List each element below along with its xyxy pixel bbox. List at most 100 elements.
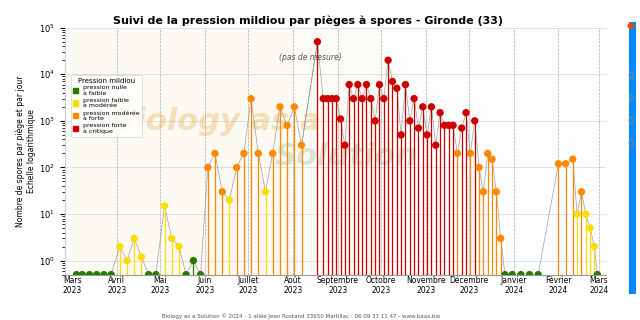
Text: O: O: [627, 117, 634, 126]
Point: [396, 132, 406, 137]
Point: [589, 244, 600, 249]
Point: [282, 123, 292, 128]
Point: [143, 272, 154, 277]
Point: [318, 96, 328, 101]
Point: [72, 272, 82, 277]
Bar: [293, 28, 381, 275]
Point: [483, 151, 493, 156]
Bar: [72, 28, 293, 275]
Point: [353, 82, 363, 87]
Point: [404, 118, 415, 124]
Point: [296, 143, 307, 148]
Text: Biology as a: Biology as a: [112, 107, 321, 136]
Point: [470, 118, 480, 124]
Title: Suivi de la pression mildiou par pièges à spores - Gironde (33): Suivi de la pression mildiou par pièges …: [113, 15, 504, 26]
Point: [456, 125, 467, 131]
Point: [561, 161, 571, 166]
Point: [495, 236, 506, 241]
Point: [461, 110, 471, 115]
Point: [159, 203, 170, 208]
Point: [392, 86, 402, 91]
Point: [92, 272, 102, 277]
Point: [268, 151, 278, 156]
Point: [465, 151, 476, 156]
Point: [516, 272, 526, 277]
Point: [275, 104, 285, 109]
Point: [452, 151, 463, 156]
Text: O: O: [627, 140, 634, 148]
Point: [327, 96, 337, 101]
Point: [487, 157, 497, 162]
Point: [568, 157, 578, 162]
Point: [260, 189, 271, 194]
Point: [370, 118, 380, 124]
Point: [115, 244, 125, 249]
Point: [253, 151, 264, 156]
Point: [439, 123, 449, 128]
Point: [203, 165, 213, 170]
Point: [444, 123, 454, 128]
Text: P: P: [628, 95, 633, 104]
Point: [379, 96, 389, 101]
Point: [365, 96, 376, 101]
Text: Solution: Solution: [275, 141, 418, 171]
Text: Biology as a Solution © 2024 - 1 allée Jean Rostand 33650 Martillac - 06 09 33 1: Biology as a Solution © 2024 - 1 allée J…: [162, 314, 440, 319]
Point: [195, 272, 205, 277]
Point: [210, 151, 220, 156]
Text: ●: ●: [627, 21, 634, 30]
Point: [553, 161, 563, 166]
Point: [232, 165, 242, 170]
Point: [344, 82, 355, 87]
Text: +: +: [627, 50, 634, 59]
Point: [99, 272, 109, 277]
Point: [572, 212, 582, 217]
Point: [335, 116, 346, 122]
Text: Q: Q: [627, 72, 634, 81]
Point: [426, 104, 436, 109]
Point: [151, 272, 161, 277]
Point: [224, 197, 234, 203]
Point: [239, 151, 249, 156]
Point: [181, 272, 191, 277]
Point: [374, 82, 385, 87]
Point: [524, 272, 534, 277]
Point: [577, 189, 587, 194]
Point: [431, 143, 441, 148]
Point: [383, 58, 393, 63]
Point: [289, 104, 300, 109]
Point: [217, 189, 227, 194]
Point: [357, 96, 367, 101]
Point: [585, 226, 595, 231]
Point: [312, 39, 323, 44]
Point: [474, 165, 484, 170]
Point: [77, 272, 88, 277]
Point: [323, 96, 333, 101]
Point: [500, 272, 510, 277]
Point: [106, 272, 116, 277]
Bar: [381, 28, 514, 275]
Text: (pas de mesure): (pas de mesure): [279, 53, 342, 62]
Legend: pression nulle
à faible, pression faible
à modérée, pression modérée
à forte, pr: pression nulle à faible, pression faible…: [71, 75, 143, 137]
Point: [435, 110, 445, 115]
Point: [448, 123, 458, 128]
Point: [580, 212, 591, 217]
Point: [478, 189, 488, 194]
Point: [401, 82, 411, 87]
Point: [413, 125, 424, 131]
Point: [507, 272, 517, 277]
Point: [246, 96, 256, 101]
Point: [122, 258, 132, 263]
Point: [348, 96, 358, 101]
Point: [340, 143, 350, 148]
Point: [418, 104, 428, 109]
Point: [188, 258, 198, 263]
Point: [166, 236, 177, 241]
Point: [129, 236, 140, 241]
Bar: [514, 28, 600, 275]
Point: [533, 272, 543, 277]
Point: [592, 272, 602, 277]
Point: [84, 272, 95, 277]
Point: [422, 132, 432, 137]
Point: [331, 96, 341, 101]
Point: [409, 96, 419, 101]
